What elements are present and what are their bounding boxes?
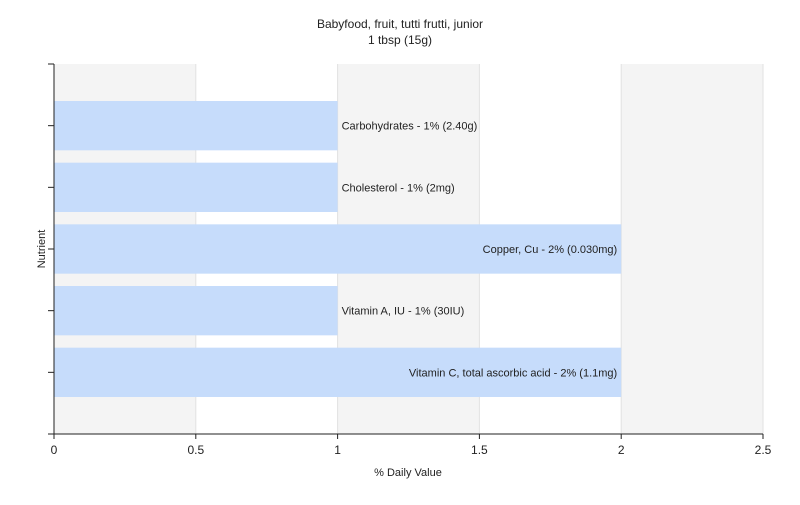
x-tick-label: 0 <box>51 443 58 457</box>
bar <box>54 347 622 397</box>
x-tick-label: 2 <box>618 443 625 457</box>
chart-subtitle: 1 tbsp (15g) <box>368 33 432 47</box>
x-tick-label: 0.5 <box>187 443 204 457</box>
x-tick-label: 1.5 <box>471 443 488 457</box>
x-tick-label: 2.5 <box>755 443 772 457</box>
bar <box>54 224 622 274</box>
x-tick-label: 1 <box>334 443 341 457</box>
axis-layer: 0 0.5 1 1.5 2 2.5 <box>48 63 772 457</box>
bar-data-label: Carbohydrates - 1% (2.40g) <box>342 121 478 133</box>
bar <box>54 286 338 336</box>
bar <box>54 101 338 151</box>
bar-data-label: Vitamin A, IU - 1% (30IU) <box>342 306 465 318</box>
grid-band <box>621 64 763 434</box>
bar-data-label: Vitamin C, total ascorbic acid - 2% (1.1… <box>409 367 617 379</box>
bar-data-label: Copper, Cu - 2% (0.030mg) <box>483 244 618 256</box>
bar-layer: Carbohydrates - 1% (2.40g) Cholesterol - … <box>54 101 622 397</box>
x-axis-label: % Daily Value <box>374 467 442 479</box>
chart-title: Babyfood, fruit, tutti frutti, junior <box>317 17 483 31</box>
bar <box>54 162 338 212</box>
y-axis-label: Nutrient <box>36 230 48 269</box>
bar-data-label: Cholesterol - 1% (2mg) <box>342 182 455 194</box>
